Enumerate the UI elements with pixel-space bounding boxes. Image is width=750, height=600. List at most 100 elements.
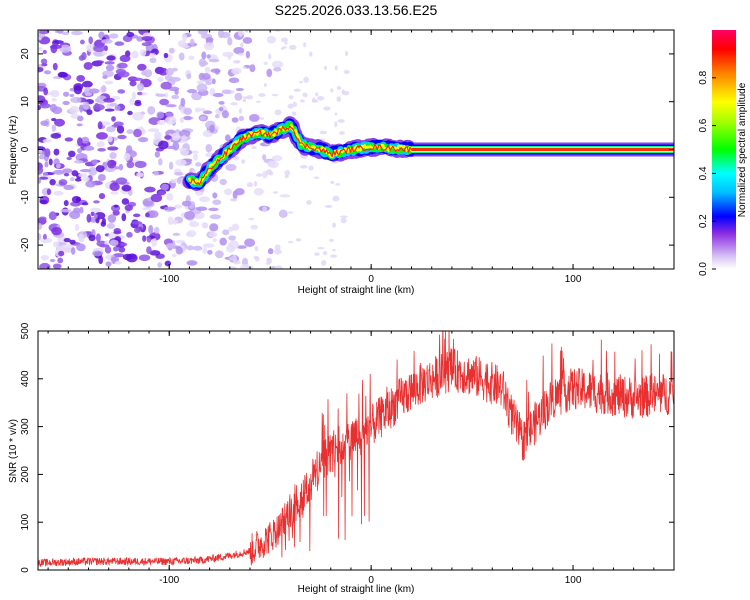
heatmap-speckle [306,200,312,205]
heatmap-noise-cell [186,73,192,80]
heatmap-noise-cell [165,67,174,76]
heatmap-noise-cell [62,168,73,174]
heatmap-speckle [334,121,338,128]
heatmap-noise-cell [116,125,125,134]
heatmap-noise-cell [158,67,169,76]
heatmap-noise-cell [154,151,161,158]
heatmap-speckle [240,159,246,164]
heatmap-noise-cell [198,196,210,203]
colorbar-ticks: 0.0 0.2 0.4 0.6 0.8 [698,70,716,276]
heatmap-noise-cell [147,128,160,133]
heatmap-noise-cell [126,129,134,135]
heatmap-noise-cell [166,193,174,201]
heatmap-noise-cell [126,161,135,169]
heatmap-noise-cell [57,257,64,264]
heatmap-noise-cell [244,238,256,247]
heatmap-speckle [237,52,245,56]
heatmap-noise-cell [92,250,103,257]
heatmap-speckle [253,180,258,187]
heatmap-noise-cell [110,191,119,195]
heatmap-noise-cell [117,134,127,140]
spectrogram-xtick-label: -100 [159,274,179,285]
heatmap-speckle [332,195,340,202]
heatmap-noise-cell [163,92,169,98]
heatmap-noise-cell [90,211,95,217]
heatmap-noise-cell [141,36,153,42]
heatmap-noise-cell [96,132,108,140]
heatmap-noise-cell [52,62,58,71]
heatmap-speckle [336,96,342,103]
snr-panel: -100 0 100 0 100 200 300 400 500 Height of strai… [8,322,675,595]
snr-series-line [38,331,674,567]
heatmap-noise-cell [96,95,108,104]
heatmap-noise-cell [137,63,147,71]
heatmap-noise-cell [39,103,51,109]
heatmap-noise-cell [153,131,162,140]
heatmap-noise-cell [76,74,86,82]
heatmap-noise-cell [144,186,156,193]
heatmap-speckle [259,117,265,120]
heatmap-noise-cell [187,230,196,238]
heatmap-speckle [228,256,236,261]
heatmap-noise-cell [99,244,110,248]
heatmap-noise-cell [174,88,179,95]
heatmap-noise-cell [76,243,86,252]
heatmap-noise-cell [132,213,141,218]
heatmap-noise-cell [158,190,166,196]
heatmap-noise-cell [93,213,98,219]
heatmap-speckle [282,46,287,49]
heatmap-noise-cell [150,193,163,203]
spectrogram-ytick-label: 10 [20,96,31,108]
heatmap-noise-cell [269,160,279,169]
heatmap-speckle [266,257,273,264]
heatmap-noise-cell [38,66,44,73]
heatmap-noise-cell [165,115,177,125]
heatmap-noise-cell [133,128,142,138]
heatmap-noise-cell [137,91,143,96]
heatmap-noise-cell [253,188,264,196]
heatmap-noise-cell [103,97,115,103]
heatmap-noise-cell [182,33,188,42]
heatmap-band-core [411,148,674,151]
heatmap-speckle [274,265,283,269]
heatmap-noise-cell [82,101,90,110]
heatmap-noise-cell [141,207,152,211]
heatmap-noise-cell [61,244,74,254]
heatmap-noise-cell [199,107,206,112]
colorbar: 0.0 0.2 0.4 0.6 0.8 Normalized spectral ampl… [698,30,748,276]
heatmap-noise-cell [157,262,163,268]
heatmap-noise-cell [212,199,222,205]
heatmap-noise-cell [126,31,135,38]
heatmap-noise-cell [46,188,51,195]
heatmap-noise-cell [186,89,197,94]
heatmap-noise-cell [97,173,106,182]
heatmap-noise-cell [172,141,180,151]
heatmap-noise-cell [214,114,220,119]
heatmap-noise-cell [149,53,156,58]
heatmap-noise-cell [175,159,187,167]
colorbar-label: Normalized spectral amplitude [737,82,748,217]
heatmap-noise-cell [207,249,213,255]
heatmap-speckle [233,260,241,265]
heatmap-noise-cell [209,124,215,133]
heatmap-noise-cell [106,126,116,133]
heatmap-noise-cell [212,192,218,199]
heatmap-noise-cell [151,238,157,247]
heatmap-noise-cell [64,137,74,142]
heatmap-noise-cell [263,61,268,65]
heatmap-noise-cell [104,80,114,85]
heatmap-noise-cell [39,262,51,269]
heatmap-noise-cell [186,245,195,251]
heatmap-noise-cell [163,52,169,59]
heatmap-noise-cell [101,85,107,93]
heatmap-noise-cell [199,61,209,66]
heatmap-noise-cell [188,221,200,228]
heatmap-noise-cell [114,261,122,265]
heatmap-noise-cell [202,222,209,229]
heatmap-speckle [317,95,325,101]
heatmap-noise-cell [189,38,195,46]
heatmap-noise-cell [183,115,192,121]
heatmap-speckle [258,93,266,98]
heatmap-noise-cell [114,166,120,170]
